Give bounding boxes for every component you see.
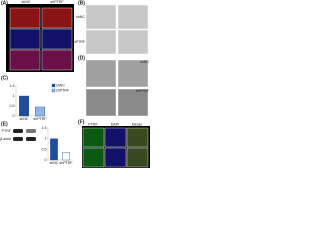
- panel-text: shPTRF: [72, 40, 86, 44]
- y-tick-label: 0.5: [42, 147, 47, 151]
- panel-text: Merge: [132, 122, 142, 126]
- legend-swatch: [51, 88, 56, 93]
- panel-label: (A): [1, 0, 8, 6]
- panel-text: shNC: [22, 0, 31, 4]
- page: {"panels": [ {"label": "(A)", "texts": […: [0, 0, 150, 169]
- micrograph: [85, 88, 117, 117]
- bar: [50, 138, 58, 161]
- micrograph: [117, 29, 149, 55]
- x-tick-label: shNC: [20, 117, 29, 121]
- y-tick-label: 0: [45, 158, 47, 162]
- panel-label: (C): [1, 75, 8, 81]
- micrograph: [85, 4, 117, 30]
- panel-label: (F): [78, 119, 85, 125]
- micrograph: [117, 4, 149, 30]
- micrograph: [82, 147, 105, 168]
- legend-label: shNC: [56, 84, 65, 88]
- legend-label: shPTRF: [56, 89, 70, 93]
- micrograph: [82, 127, 105, 148]
- blot-band: [13, 129, 23, 133]
- blot-label: β-actin: [0, 137, 11, 141]
- y-tick-label: 1.5: [42, 126, 47, 130]
- bar: [62, 152, 70, 161]
- panel-text: DAPI: [111, 122, 119, 126]
- y-tick-label: 1: [45, 137, 47, 141]
- micrograph: [126, 127, 149, 148]
- blot-band: [26, 129, 36, 133]
- micrograph: [117, 59, 149, 88]
- micrograph: [9, 28, 41, 50]
- y-tick-label: 0.5: [10, 104, 15, 108]
- blot-band: [13, 137, 23, 141]
- blot-band: [26, 137, 36, 141]
- micrograph: [104, 127, 127, 148]
- panel-label: (D): [78, 55, 85, 61]
- micrograph: [104, 147, 127, 168]
- micrograph: [126, 147, 149, 168]
- panel-text: shPTRF: [50, 0, 64, 4]
- micrograph: [85, 59, 117, 88]
- micrograph: [41, 7, 73, 29]
- x-tick-label: shPTRF: [59, 161, 73, 165]
- blot-label: PTRF: [2, 129, 12, 133]
- x-tick-label: shPTRF: [33, 117, 47, 121]
- x-tick-label: shNC: [50, 161, 59, 165]
- micrograph: [85, 29, 117, 55]
- y-tick-label: 1.5: [10, 84, 15, 88]
- micrograph: [9, 49, 41, 71]
- micrograph: [41, 49, 73, 71]
- panel-text: shNC: [76, 15, 85, 19]
- panel-text: shNC: [140, 60, 149, 64]
- bar: [35, 106, 46, 117]
- panel-text: shPTRF: [136, 89, 150, 93]
- figure: (A) shNC shPTRF (B)shNCshPTRF(D)shNCshPTRF(…: [0, 0, 150, 168]
- bar: [19, 95, 30, 117]
- micrograph: [117, 88, 149, 117]
- panel-label: (B): [78, 0, 85, 6]
- y-tick-label: 1: [13, 94, 15, 98]
- y-tick-label: 0: [13, 114, 15, 118]
- panel-label: (E): [1, 121, 8, 127]
- micrograph: [41, 28, 73, 50]
- legend-swatch: [51, 83, 56, 88]
- micrograph: [9, 7, 41, 29]
- panel-text: PTRF: [88, 122, 98, 126]
